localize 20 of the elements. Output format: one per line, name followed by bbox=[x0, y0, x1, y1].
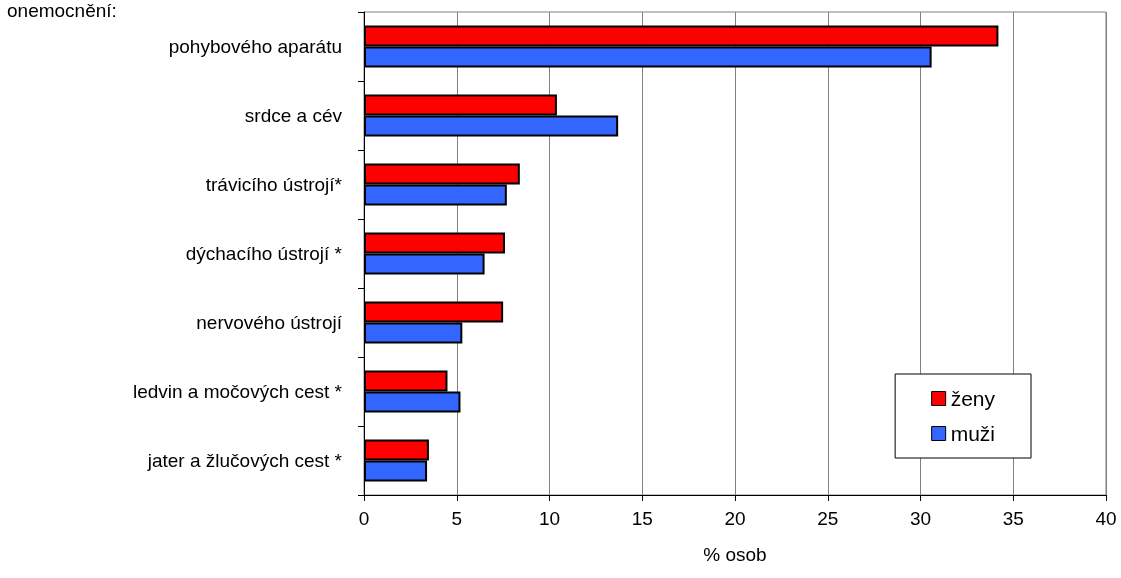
y-tick-label: pohybového aparátu bbox=[168, 36, 342, 57]
x-axis-title: % osob bbox=[703, 544, 767, 565]
x-tick-label: 25 bbox=[817, 508, 839, 529]
y-tick-label: dýchacího ústrojí * bbox=[185, 243, 343, 264]
x-tick-label: 20 bbox=[724, 508, 746, 529]
y-axis-title: onemocnění: bbox=[7, 0, 117, 21]
y-tick-label: ledvin a močových cest * bbox=[132, 381, 343, 402]
y-tick-label: trávicího ústrojí* bbox=[205, 174, 343, 195]
y-tick-label: nervového ústrojí bbox=[196, 312, 343, 333]
y-tick-label: srdce a cév bbox=[244, 105, 343, 126]
x-tick-label: 30 bbox=[909, 508, 932, 529]
legend-label: ženy bbox=[950, 387, 996, 410]
legend-label: muži bbox=[950, 422, 995, 445]
x-tick-label: 0 bbox=[358, 508, 370, 529]
x-tick-label: 40 bbox=[1095, 508, 1117, 529]
y-tick-label: jater a žlučových cest * bbox=[146, 450, 343, 471]
x-tick-label: 5 bbox=[451, 508, 463, 529]
x-tick-label: 10 bbox=[538, 508, 561, 529]
x-tick-label: 15 bbox=[631, 508, 653, 529]
x-tick-label: 35 bbox=[1002, 508, 1024, 529]
